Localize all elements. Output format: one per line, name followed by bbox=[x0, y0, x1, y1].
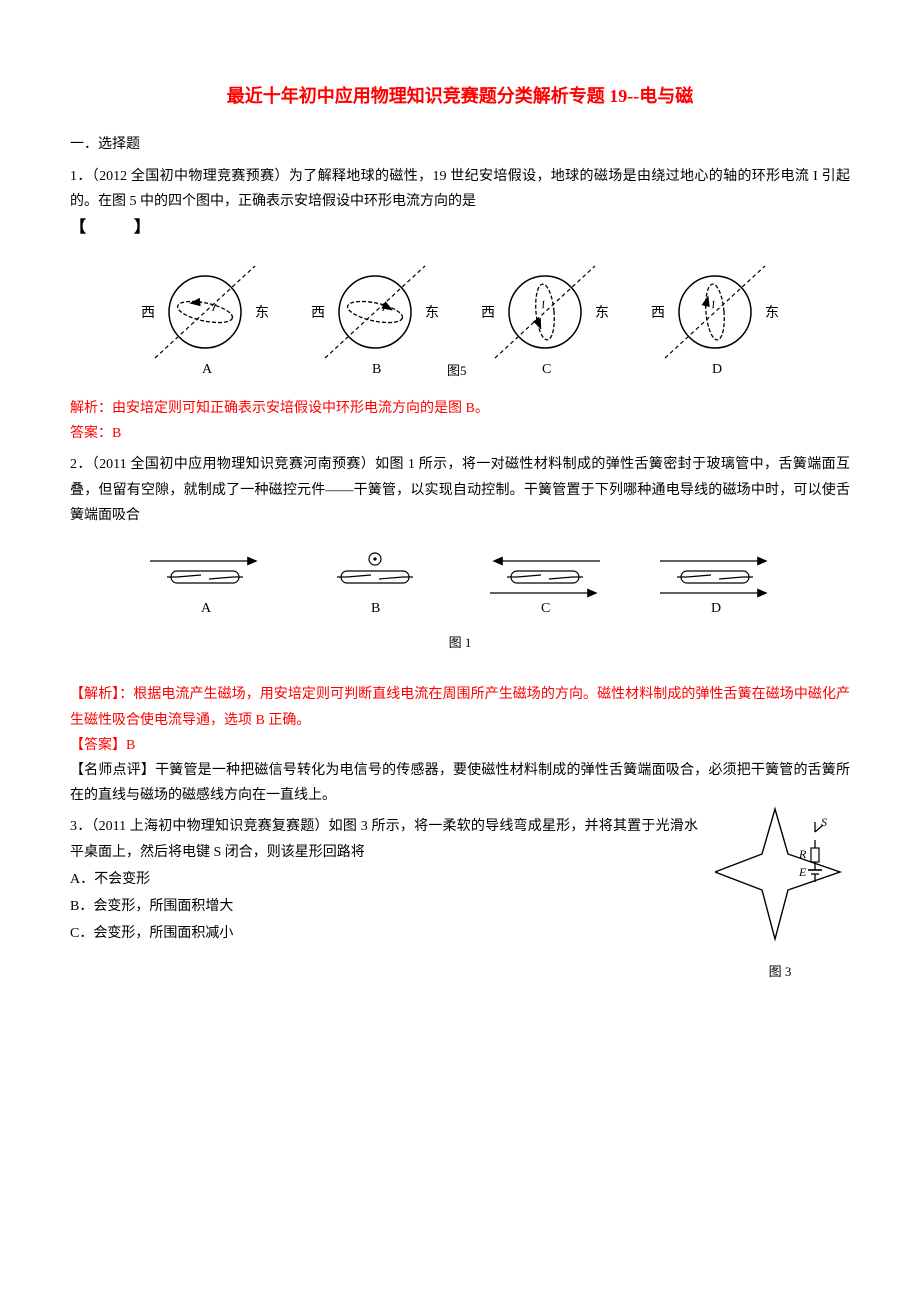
svg-text:A: A bbox=[202, 362, 213, 377]
q3-figure-caption: 图 3 bbox=[710, 960, 850, 983]
q2-figure-caption: 图 1 bbox=[70, 631, 850, 654]
q1-bracket: 【 】 bbox=[70, 214, 850, 243]
svg-text:D: D bbox=[711, 601, 721, 616]
svg-text:R: R bbox=[798, 847, 807, 861]
question-3: S R E 图 3 3．（2011 上海初中物理知识竞赛复赛题）如图 3 所示，… bbox=[70, 814, 850, 983]
svg-text:E: E bbox=[798, 865, 807, 879]
svg-text:C: C bbox=[542, 362, 551, 377]
page-title: 最近十年初中应用物理知识竞赛题分类解析专题 19--电与磁 bbox=[70, 80, 850, 112]
q1-analysis: 解析：由安培定则可知正确表示安培假设中环形电流方向的是图 B。 bbox=[70, 396, 850, 421]
earth-diagrams-svg: 西 东 I I bbox=[115, 257, 805, 377]
star-circuit-svg: S R E bbox=[715, 804, 845, 944]
q3-figure: S R E 图 3 bbox=[710, 804, 850, 983]
question-1: 1．（2012 全国初中物理竞赛预赛）为了解释地球的磁性，19 世纪安培假设，地… bbox=[70, 164, 850, 447]
q2-figure: A B C D 图 1 bbox=[70, 542, 850, 655]
svg-text:B: B bbox=[372, 362, 381, 377]
q2-text: 2．（2011 全国初中应用物理知识竞赛河南预赛）如图 1 所示，将一对磁性材料… bbox=[70, 452, 850, 528]
q1-text: 1．（2012 全国初中物理竞赛预赛）为了解释地球的磁性，19 世纪安培假设，地… bbox=[70, 164, 850, 214]
svg-text:图5: 图5 bbox=[447, 363, 467, 377]
svg-text:S: S bbox=[821, 815, 827, 829]
q1-figure: 西 东 I I bbox=[70, 257, 850, 386]
section-heading: 一．选择题 bbox=[70, 132, 850, 157]
reed-switch-svg: A B C D bbox=[110, 542, 810, 622]
q2-analysis: 【解析】：根据电流产生磁场，用安培定则可判断直线电流在周围所产生磁场的方向。磁性… bbox=[70, 682, 850, 732]
svg-text:D: D bbox=[712, 362, 722, 377]
q1-answer: 答案：B bbox=[70, 421, 850, 446]
q2-answer: 【答案】B bbox=[70, 733, 850, 758]
spacer bbox=[70, 664, 850, 682]
q2-comment: 【名师点评】干簧管是一种把磁信号转化为电信号的传感器，要使磁性材料制成的弹性舌簧… bbox=[70, 758, 850, 808]
question-2: 2．（2011 全国初中应用物理知识竞赛河南预赛）如图 1 所示，将一对磁性材料… bbox=[70, 452, 850, 808]
svg-text:C: C bbox=[541, 601, 550, 616]
svg-text:A: A bbox=[201, 601, 212, 616]
svg-text:B: B bbox=[371, 601, 380, 616]
